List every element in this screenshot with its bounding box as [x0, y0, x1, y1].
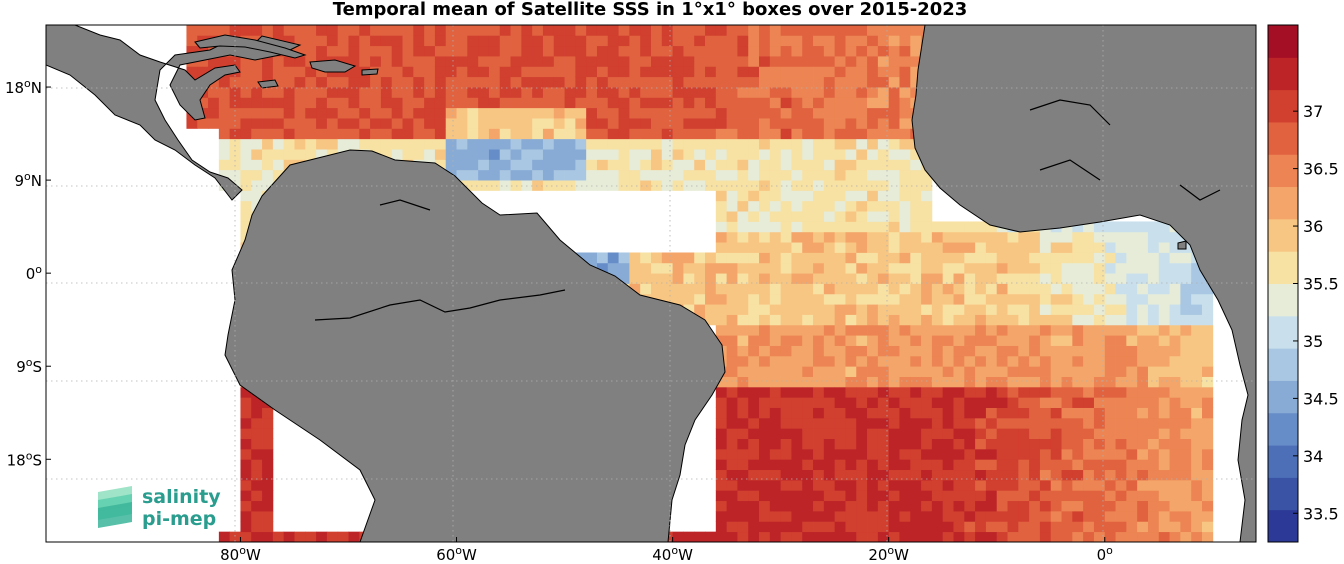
colorbar-tick-label: 37: [1303, 102, 1323, 121]
colorbar-tick-label: 35.5: [1303, 275, 1339, 294]
lat-tick-label: 18oS: [7, 449, 42, 469]
colorbar-swatch: [1268, 121, 1298, 155]
colorbar-tick-label: 36.5: [1303, 160, 1339, 179]
map-frame: [45, 24, 1257, 543]
jamaica-island: [257, 79, 279, 89]
salinity-pi-mep-logo: salinity pi-mep: [98, 486, 221, 530]
colorbar-tick-label: 35: [1303, 332, 1323, 351]
colorbar-swatch: [1268, 348, 1298, 381]
lat-tick-label: 0o: [26, 263, 43, 283]
latitude-tick-labels: 18oN 9oN 0o 9oS 18oS: [5, 77, 51, 469]
colorbar-swatch: [1268, 315, 1298, 349]
colorbar: 33.5 34 34.5 35 35.5 36 36.5 37: [1267, 24, 1339, 543]
rivers: [314, 99, 1221, 321]
colorbar-swatch: [1268, 25, 1298, 58]
colorbar-swatch: [1268, 509, 1298, 543]
colorbar-swatch: [1268, 380, 1298, 414]
logo-line1: salinity: [142, 486, 221, 508]
colorbar-tick-label: 36: [1303, 217, 1323, 236]
colorbar-swatch: [1268, 89, 1298, 123]
colorbar-swatch: [1268, 283, 1298, 317]
lat-tick-label: 9oS: [16, 356, 42, 376]
colorbar-swatch: [1268, 218, 1298, 252]
colorbar-tick-label: 34: [1303, 447, 1323, 466]
colorbar-tick-label: 33.5: [1303, 504, 1339, 523]
lon-tick-label: 40oW: [652, 544, 693, 564]
lat-tick-label: 18oN: [5, 77, 42, 97]
south-america-landmass: [224, 149, 726, 542]
colorbar-swatch: [1268, 186, 1298, 220]
puerto-rico-island: [361, 68, 379, 76]
land-masses: [46, 25, 1256, 542]
hispaniola-island: [309, 59, 357, 73]
colorbar-swatch: [1268, 412, 1298, 446]
lat-tick-label: 9oN: [14, 170, 42, 190]
bioko-island: [1177, 240, 1187, 250]
colorbar-swatch: [1268, 154, 1298, 188]
colorbar-swatch: [1268, 251, 1298, 284]
logo-line2: pi-mep: [142, 508, 216, 530]
colorbar-swatch: [1268, 57, 1298, 91]
lon-tick-label: 0o: [1097, 544, 1114, 564]
lon-tick-label: 80oW: [220, 544, 261, 564]
lon-tick-label: 20oW: [868, 544, 909, 564]
map-title: Temporal mean of Satellite SSS in 1°x1° …: [333, 0, 968, 20]
longitude-tick-labels: 80oW 60oW 40oW 20oW 0o: [220, 537, 1113, 564]
logo-mark-icon: [98, 486, 132, 528]
cuba-island: [194, 34, 307, 59]
lon-tick-label: 60oW: [436, 544, 477, 564]
africa-landmass: [911, 25, 1256, 542]
graticule: [46, 25, 1256, 542]
colorbar-tick-label: 34.5: [1303, 389, 1339, 408]
colorbar-swatch: [1268, 445, 1298, 478]
colorbar-swatch: [1268, 477, 1298, 511]
map-panel: [46, 25, 1256, 542]
